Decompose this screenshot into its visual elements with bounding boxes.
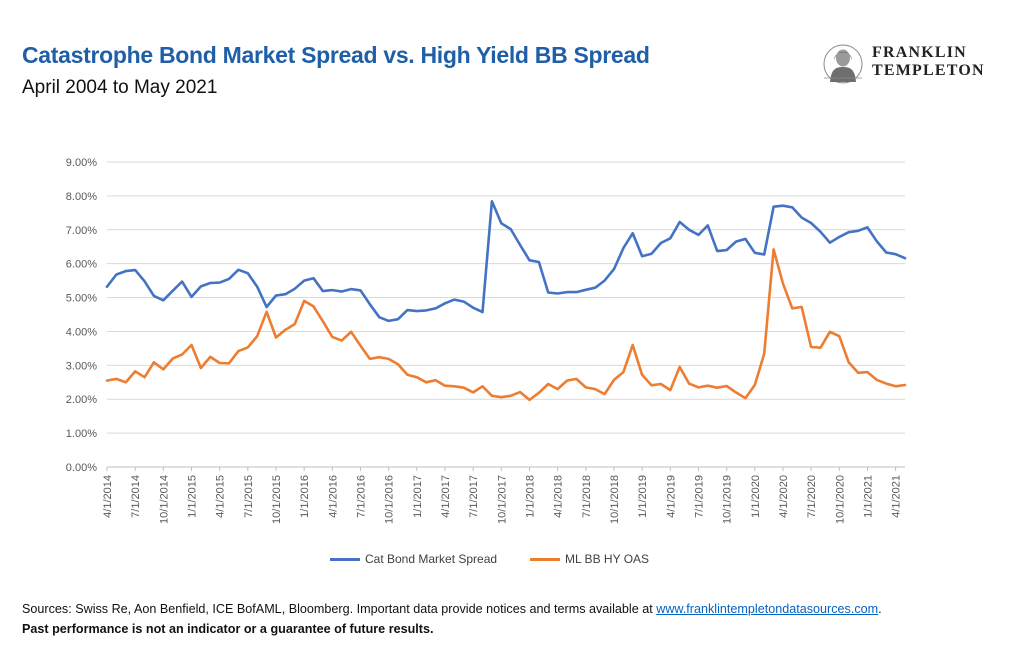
footer: Sources: Swiss Re, Aon Benfield, ICE Bof…: [22, 602, 1012, 636]
logo-wordmark: FRANKLIN TEMPLETON: [872, 44, 985, 80]
x-tick-label: 10/1/2017: [496, 475, 508, 524]
series-line-ml-bb: [105, 248, 907, 402]
x-tick-label: 7/1/2019: [693, 475, 705, 518]
y-tick-label: 9.00%: [66, 157, 97, 169]
y-tick-label: 5.00%: [66, 293, 97, 305]
x-tick-label: 10/1/2018: [609, 475, 621, 524]
x-tick-label: 7/1/2017: [468, 475, 480, 518]
logo-line-1: FRANKLIN: [872, 44, 967, 61]
x-tick-label: 1/1/2021: [862, 475, 874, 518]
legend-label-ml-bb: ML BB HY OAS: [565, 552, 650, 566]
x-tick-label: 1/1/2016: [299, 475, 311, 518]
x-tick-label: 1/1/2017: [412, 475, 424, 518]
x-tick-label: 7/1/2014: [130, 475, 142, 518]
y-tick-label: 6.00%: [66, 259, 97, 271]
x-tick-label: 7/1/2016: [355, 475, 367, 518]
y-tick-label: 0.00%: [66, 462, 97, 474]
x-tick-label: 4/1/2019: [665, 475, 677, 518]
franklin-portrait-icon: [823, 44, 863, 84]
legend-swatch-cat-bond: [330, 557, 360, 561]
line-chart: 0.00% 1.00% 2.00% 3.00% 4.00% 5.00% 6.00% 7.00%…: [66, 157, 907, 524]
x-tick-label: 7/1/2020: [806, 475, 818, 518]
series-line-cat-bond: [105, 199, 907, 323]
x-tick-label: 10/1/2015: [271, 475, 283, 524]
x-tick-label: 1/1/2015: [186, 475, 198, 518]
y-tick-label: 7.00%: [66, 225, 97, 237]
x-tick-label: 4/1/2018: [553, 475, 565, 518]
x-tick-label: 10/1/2014: [158, 475, 170, 524]
x-tick-label: 4/1/2021: [891, 475, 903, 518]
sources-period: .: [878, 602, 882, 616]
legend-item-ml-bb: ML BB HY OAS: [530, 552, 649, 566]
chart-title: Catastrophe Bond Market Spread vs. High …: [22, 42, 650, 68]
x-tick-label: 1/1/2018: [524, 475, 536, 518]
legend-item-cat-bond: Cat Bond Market Spread: [330, 552, 497, 566]
chart-subtitle: April 2004 to May 2021: [22, 77, 218, 98]
x-tick-label: 10/1/2019: [722, 475, 734, 524]
x-tick-label: 10/1/2020: [834, 475, 846, 524]
x-tick-label: 4/1/2016: [327, 475, 339, 518]
x-tick-label: 4/1/2020: [778, 475, 790, 518]
x-tick-label: 1/1/2020: [750, 475, 762, 518]
y-tick-label: 4.00%: [66, 326, 97, 338]
disclaimer: Past performance is not an indicator or …: [22, 622, 434, 636]
legend-label-cat-bond: Cat Bond Market Spread: [365, 552, 498, 566]
x-tick-label: 7/1/2018: [581, 475, 593, 518]
y-tick-label: 2.00%: [66, 394, 97, 406]
sources-text: Sources: Swiss Re, Aon Benfield, ICE Bof…: [22, 602, 657, 616]
x-tick-label: 7/1/2015: [243, 475, 255, 518]
x-tick-label: 4/1/2017: [440, 475, 452, 518]
x-tick-label: 10/1/2016: [384, 475, 396, 524]
logo-line-2: TEMPLETON: [872, 62, 985, 79]
sources-note: Sources: Swiss Re, Aon Benfield, ICE Bof…: [22, 602, 1012, 616]
y-tick-label: 1.00%: [66, 428, 97, 440]
legend-swatch-ml-bb: [530, 557, 560, 561]
franklin-templeton-logo: FRANKLIN TEMPLETON: [820, 42, 1010, 86]
y-tick-label: 3.00%: [66, 360, 97, 372]
x-tick-label: 4/1/2015: [215, 475, 227, 518]
sources-link[interactable]: www.franklintempletondatasources.com: [656, 602, 879, 616]
x-tick-label: 4/1/2014: [102, 475, 114, 518]
chart-legend: Cat Bond Market Spread ML BB HY OAS: [0, 552, 1024, 576]
x-tick-label: 1/1/2019: [637, 475, 649, 518]
y-tick-label: 8.00%: [66, 191, 97, 203]
